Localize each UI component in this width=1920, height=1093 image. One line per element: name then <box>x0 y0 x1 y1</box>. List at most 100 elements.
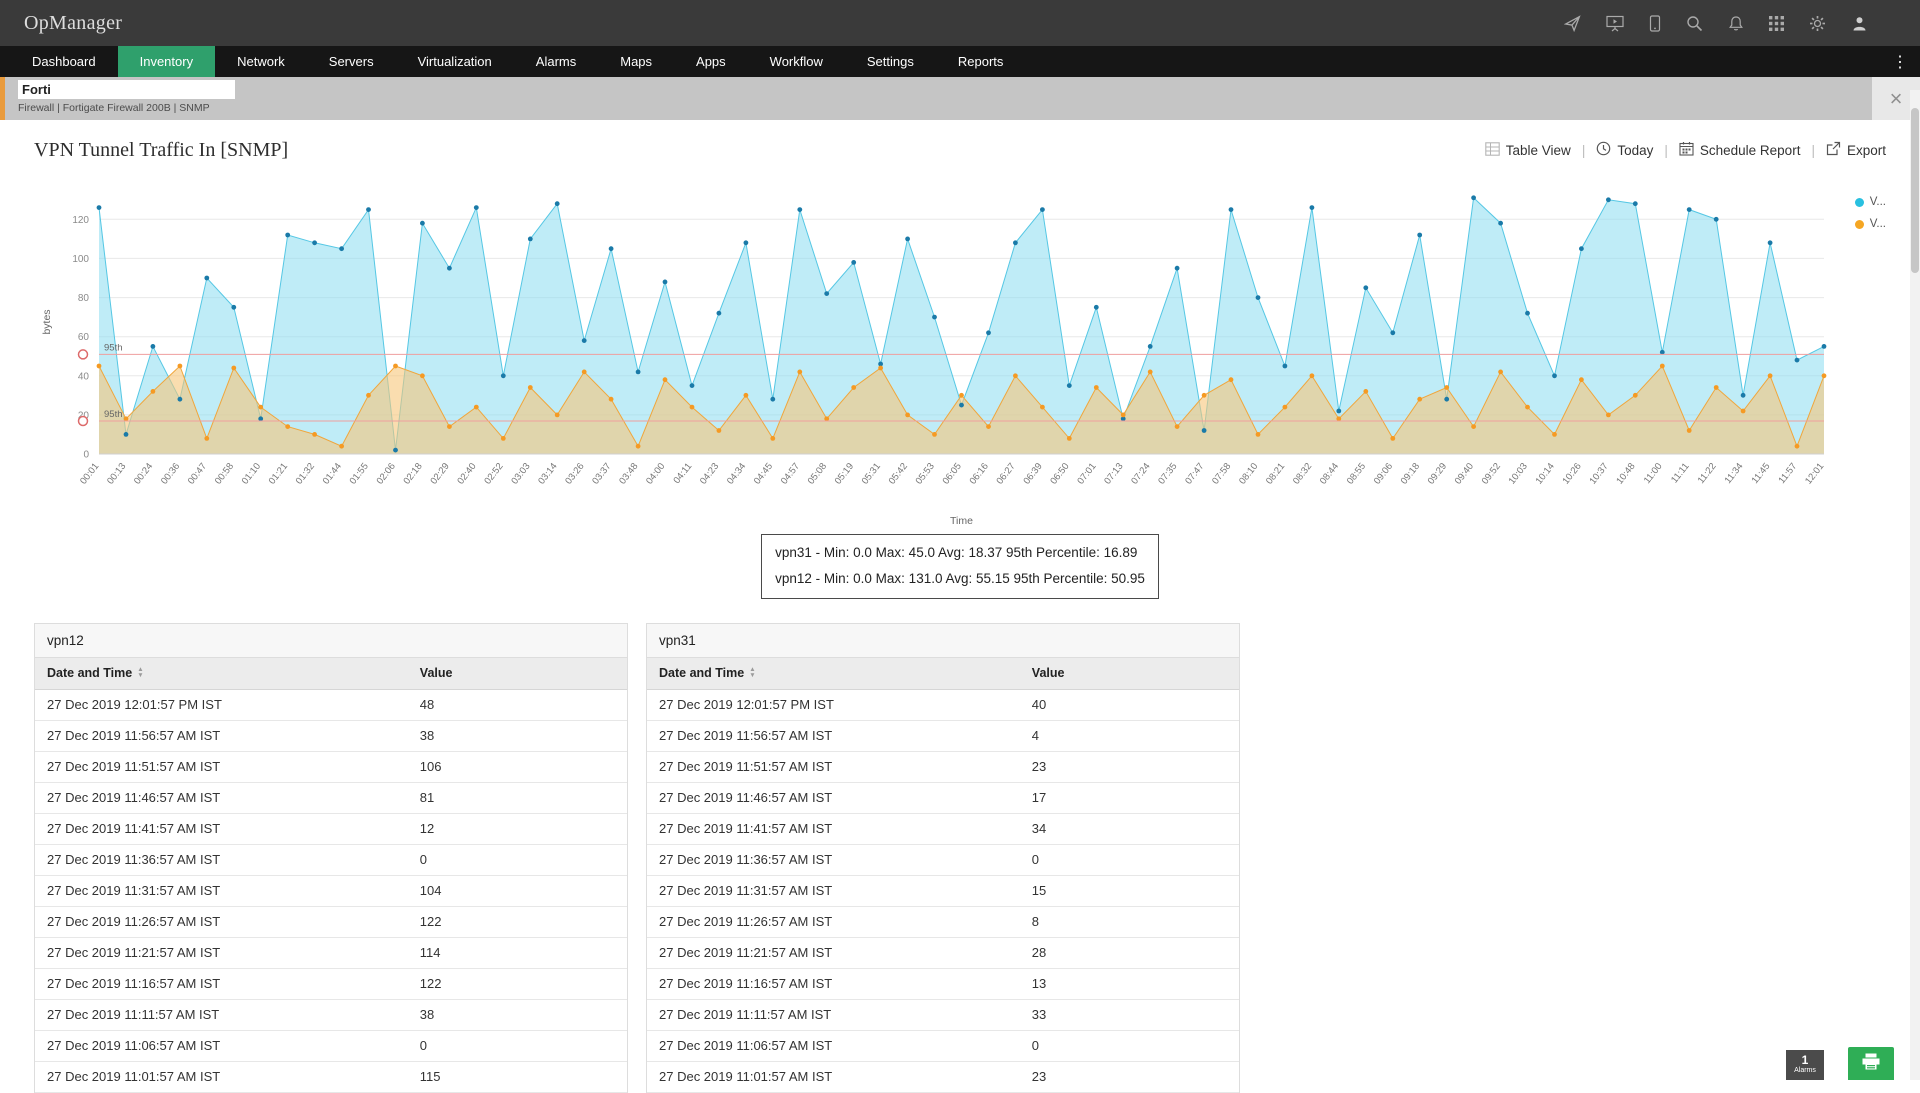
summary-line-vpn31: vpn31 - Min: 0.0 Max: 45.0 Avg: 18.37 95… <box>775 540 1145 566</box>
svg-text:00:01: 00:01 <box>78 461 101 487</box>
search-icon[interactable] <box>1686 15 1703 32</box>
cell-datetime: 27 Dec 2019 11:46:57 AM IST <box>647 783 1032 813</box>
mobile-icon[interactable] <box>1649 15 1661 32</box>
column-header-value[interactable]: Value <box>1032 658 1239 689</box>
cell-value: 48 <box>420 690 627 720</box>
period-today-button[interactable]: Today <box>1596 141 1653 159</box>
legend-item-vpn12[interactable]: V... <box>1855 196 1886 208</box>
cell-datetime: 27 Dec 2019 11:36:57 AM IST <box>647 845 1032 875</box>
column-header-value[interactable]: Value <box>420 658 627 689</box>
nav-item-apps[interactable]: Apps <box>674 46 748 77</box>
print-report-button[interactable] <box>1848 1047 1894 1080</box>
svg-text:11:45: 11:45 <box>1750 461 1773 486</box>
device-name-input[interactable] <box>18 80 235 99</box>
device-header-bar: Firewall | Fortigate Firewall 200B | SNM… <box>0 77 1920 120</box>
user-icon[interactable] <box>1851 15 1868 32</box>
report-actions: Table View | Today | Schedule Report | <box>1485 141 1886 159</box>
cell-value: 12 <box>420 814 627 844</box>
svg-text:11:57: 11:57 <box>1776 461 1799 486</box>
cell-value: 38 <box>420 1000 627 1030</box>
svg-text:12:01: 12:01 <box>1803 461 1826 487</box>
nav-item-alarms[interactable]: Alarms <box>514 46 598 77</box>
nav-item-reports[interactable]: Reports <box>936 46 1026 77</box>
bell-icon[interactable] <box>1728 15 1744 32</box>
sort-icon: ▲▼ <box>749 667 755 679</box>
cell-value: 34 <box>1032 814 1239 844</box>
svg-text:04:00: 04:00 <box>644 461 667 487</box>
svg-text:06:05: 06:05 <box>941 461 964 487</box>
column-header-date[interactable]: Date and Time ▲▼ <box>35 658 420 689</box>
nav-item-inventory[interactable]: Inventory <box>118 46 215 77</box>
nav-item-settings[interactable]: Settings <box>845 46 936 77</box>
nav-overflow-menu-icon[interactable]: ⋮ <box>1880 46 1920 77</box>
cell-datetime: 27 Dec 2019 11:16:57 AM IST <box>35 969 420 999</box>
cell-value: 81 <box>420 783 627 813</box>
cell-value: 38 <box>420 721 627 751</box>
cell-datetime: 27 Dec 2019 11:21:57 AM IST <box>647 938 1032 968</box>
cell-datetime: 27 Dec 2019 11:11:57 AM IST <box>35 1000 420 1030</box>
svg-text:08:55: 08:55 <box>1345 461 1368 487</box>
top-bar: OpManager <box>0 0 1920 46</box>
nav-item-workflow[interactable]: Workflow <box>748 46 845 77</box>
svg-text:bytes: bytes <box>41 309 53 334</box>
table-view-button[interactable]: Table View <box>1485 142 1571 159</box>
cell-datetime: 27 Dec 2019 12:01:57 PM IST <box>35 690 420 720</box>
svg-text:07:58: 07:58 <box>1210 461 1233 487</box>
device-subtitle: Firewall | Fortigate Firewall 200B | SNM… <box>18 102 1872 114</box>
cell-value: 40 <box>1032 690 1239 720</box>
table-view-icon <box>1485 142 1500 159</box>
nav-item-maps[interactable]: Maps <box>598 46 674 77</box>
svg-text:09:06: 09:06 <box>1372 461 1395 487</box>
gear-icon[interactable] <box>1809 15 1826 32</box>
nav-item-servers[interactable]: Servers <box>307 46 396 77</box>
scrollbar-thumb[interactable] <box>1911 108 1919 273</box>
app-logo: OpManager <box>24 12 122 35</box>
export-icon <box>1826 141 1841 159</box>
svg-text:01:44: 01:44 <box>321 461 344 487</box>
apps-grid-icon[interactable] <box>1769 16 1784 31</box>
cell-datetime: 27 Dec 2019 11:51:57 AM IST <box>647 752 1032 782</box>
presentation-icon[interactable] <box>1606 15 1624 32</box>
svg-text:06:50: 06:50 <box>1048 461 1071 487</box>
svg-text:00:13: 00:13 <box>105 461 128 487</box>
table-header-row: Date and Time ▲▼ Value <box>647 658 1239 690</box>
svg-text:10:48: 10:48 <box>1614 461 1637 487</box>
svg-text:05:31: 05:31 <box>860 461 883 487</box>
report-page: VPN Tunnel Traffic In [SNMP] Table View … <box>0 134 1920 1093</box>
svg-text:06:27: 06:27 <box>994 461 1017 487</box>
nav-item-dashboard[interactable]: Dashboard <box>10 46 118 77</box>
svg-text:03:26: 03:26 <box>563 461 586 487</box>
svg-text:11:11: 11:11 <box>1669 461 1691 485</box>
table-header-row: Date and Time ▲▼ Value <box>35 658 627 690</box>
export-button[interactable]: Export <box>1826 141 1886 159</box>
table-title: vpn31 <box>647 624 1239 658</box>
sort-icon: ▲▼ <box>137 667 143 679</box>
cell-datetime: 27 Dec 2019 11:31:57 AM IST <box>647 876 1032 906</box>
legend-item-vpn31[interactable]: V... <box>1855 218 1886 230</box>
column-header-date[interactable]: Date and Time ▲▼ <box>647 658 1032 689</box>
nav-item-network[interactable]: Network <box>215 46 307 77</box>
svg-text:00:58: 00:58 <box>213 461 236 487</box>
nav-item-virtualization[interactable]: Virtualization <box>396 46 514 77</box>
vertical-scrollbar[interactable] <box>1910 90 1920 1080</box>
page-title: VPN Tunnel Traffic In [SNMP] <box>34 139 288 162</box>
svg-text:08:32: 08:32 <box>1291 461 1314 487</box>
svg-text:08:10: 08:10 <box>1237 461 1260 487</box>
vpn12-table: vpn12 Date and Time ▲▼ Value 27 Dec 2019… <box>34 623 628 1093</box>
send-icon[interactable] <box>1564 15 1581 32</box>
svg-text:0: 0 <box>83 450 89 461</box>
alarms-counter-badge[interactable]: 1 Alarms <box>1786 1050 1824 1080</box>
svg-text:03:03: 03:03 <box>509 461 532 487</box>
cell-datetime: 27 Dec 2019 11:56:57 AM IST <box>35 721 420 751</box>
calendar-icon <box>1679 141 1694 159</box>
schedule-report-button[interactable]: Schedule Report <box>1679 141 1801 159</box>
